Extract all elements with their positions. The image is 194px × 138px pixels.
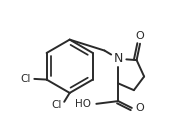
Text: N: N: [113, 52, 123, 65]
Text: O: O: [136, 30, 144, 41]
Text: Cl: Cl: [51, 99, 61, 110]
Text: O: O: [135, 103, 144, 113]
Text: Cl: Cl: [21, 74, 31, 84]
Text: HO: HO: [75, 99, 91, 109]
